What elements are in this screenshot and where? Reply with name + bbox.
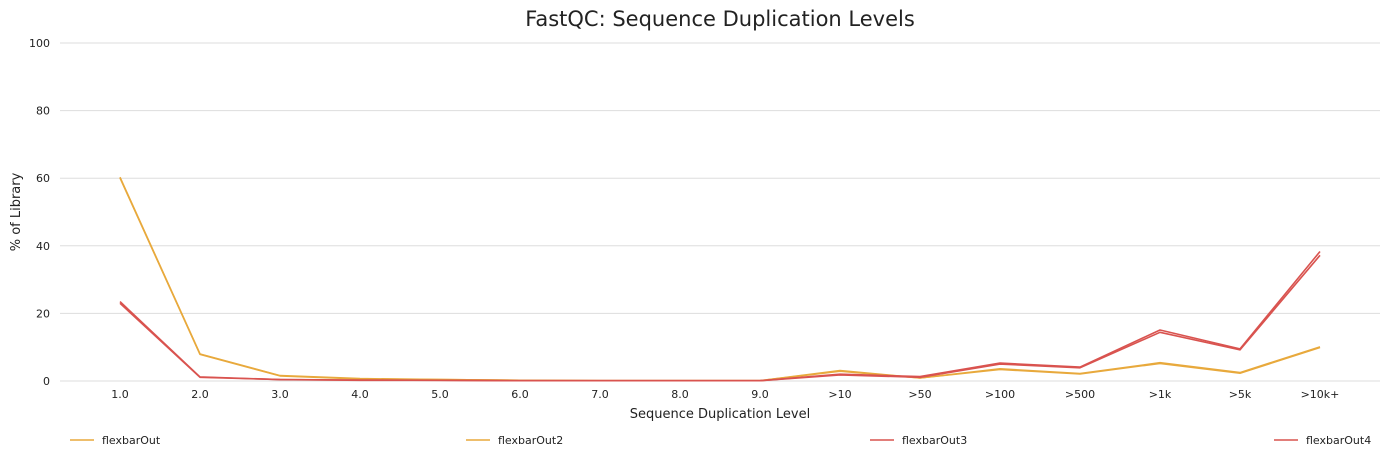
x-tick-label: 7.0 — [591, 388, 609, 401]
legend-item-flexbarOut3[interactable]: flexbarOut3 — [870, 434, 967, 447]
y-axis-ticks: 0 20 40 60 80 100 — [29, 37, 50, 388]
x-tick-label: 6.0 — [511, 388, 529, 401]
y-axis-label: % of Library — [9, 172, 24, 251]
chart-title: FastQC: Sequence Duplication Levels — [525, 7, 915, 31]
x-axis-label: Sequence Duplication Level — [630, 407, 810, 422]
legend-label: flexbarOut3 — [902, 434, 967, 447]
x-axis-ticks: 1.0 2.0 3.0 4.0 5.0 6.0 7.0 8.0 9.0 >10 >50 >100 >50… — [111, 388, 1339, 401]
x-tick-label: 9.0 — [751, 388, 769, 401]
series-line-flexbarOut — [119, 176, 1321, 382]
x-tick-label: >10k+ — [1301, 388, 1340, 401]
legend-item-flexbarOut4[interactable]: flexbarOut4 — [1274, 434, 1371, 447]
x-tick-label: 2.0 — [191, 388, 209, 401]
y-tick-label: 20 — [36, 307, 50, 320]
y-tick-label: 60 — [36, 172, 50, 185]
x-tick-label: >500 — [1065, 388, 1095, 401]
x-tick-label: 1.0 — [111, 388, 129, 401]
legend-label: flexbarOut — [102, 434, 161, 447]
y-tick-label: 0 — [43, 375, 50, 388]
grid — [60, 42, 1380, 382]
y-tick-label: 100 — [29, 37, 50, 50]
x-tick-label: >50 — [908, 388, 931, 401]
series-line-flexbarOut3 — [119, 250, 1321, 382]
legend: flexbarOut flexbarOut2 flexbarOut3 flexbarO… — [70, 434, 1371, 447]
y-tick-label: 80 — [36, 105, 50, 118]
x-tick-label: >100 — [985, 388, 1015, 401]
x-tick-label: >10 — [828, 388, 851, 401]
x-tick-label: >5k — [1229, 388, 1252, 401]
legend-item-flexbarOut2[interactable]: flexbarOut2 — [466, 434, 563, 447]
x-tick-label: >1k — [1149, 388, 1172, 401]
series-line-flexbarOut4 — [119, 254, 1321, 382]
x-tick-label: 4.0 — [351, 388, 369, 401]
legend-label: flexbarOut2 — [498, 434, 563, 447]
series-line-flexbarOut2 — [119, 177, 1321, 382]
x-tick-label: 5.0 — [431, 388, 449, 401]
series-lines — [119, 176, 1321, 382]
legend-item-flexbarOut[interactable]: flexbarOut — [70, 434, 161, 447]
x-tick-label: 8.0 — [671, 388, 689, 401]
x-tick-label: 3.0 — [271, 388, 289, 401]
y-tick-label: 40 — [36, 240, 50, 253]
legend-label: flexbarOut4 — [1306, 434, 1371, 447]
